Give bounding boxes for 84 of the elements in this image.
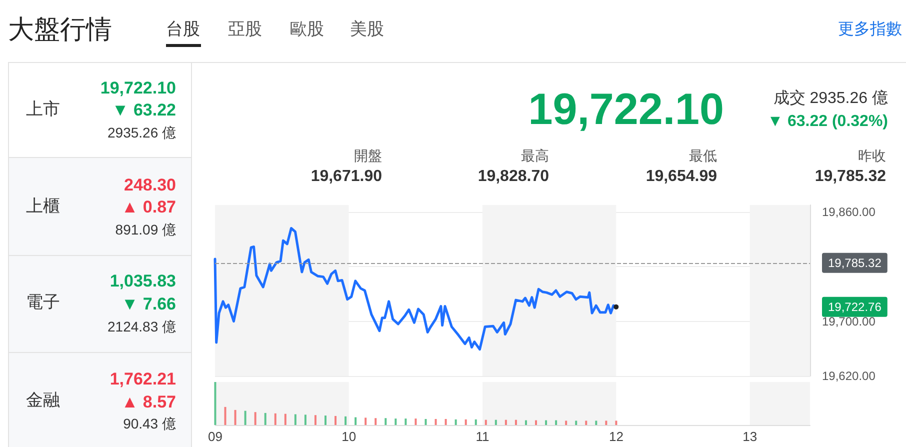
text: 更多指數 [838,21,902,39]
x-tick-label: 13 [742,429,758,444]
bar [334,416,337,425]
text: 歐股 [290,20,324,40]
text: 電子 [26,292,60,312]
bar [605,420,608,425]
text: 亞股 [228,20,262,40]
text: 2124.83 億 [108,318,176,335]
text: 19,722.76 [828,300,882,314]
bar [214,382,216,425]
text: 成交 2935.26 億 [773,90,888,108]
y-tick-label: 19,620.00 [822,369,876,383]
bar [294,414,296,425]
text: 美股 [350,20,384,40]
text: 上市 [26,100,60,120]
text: ▼ 63.22 (0.32%) [767,113,888,131]
y-tick-label: 19,700.00 [822,314,876,328]
text: 最高 [521,147,549,164]
x-tick-label: 09 [208,429,222,444]
text: 19,722.10 [100,78,176,98]
bar [224,406,226,425]
text: 19,671.90 [310,168,382,186]
bar [484,420,487,425]
x-tick-label: 11 [476,429,490,444]
bar [454,419,457,425]
bar [324,416,326,425]
ref-line-label: 19,785.32 [828,256,882,270]
bar [524,420,527,425]
bar [364,418,367,425]
bar [304,414,306,425]
bar [234,410,236,425]
text: 19,828.70 [478,168,549,186]
bar [414,418,417,425]
text: 上櫃 [26,196,60,216]
text: 90.43 億 [123,415,176,432]
text: ▲ 0.87 [121,198,176,218]
text: 19,785.32 [814,168,886,186]
bar [615,420,618,425]
text: ▼ 7.66 [121,294,176,314]
bar [494,420,497,425]
bar [595,420,598,425]
text: 台股 [166,20,200,40]
bar [244,410,246,425]
text: 891.09 億 [115,221,176,238]
text: ▼ 63.22 [112,100,176,120]
bar [434,418,437,425]
y-tick-label: 19,860.00 [822,204,876,219]
bar [314,415,316,425]
bar [545,420,548,425]
bar [424,418,427,425]
bar [384,418,387,425]
bar [374,418,377,425]
bar [464,419,467,425]
bar [504,420,507,425]
text: 大盤行情 [8,13,112,46]
text: 最低 [689,147,717,164]
text: 昨收 [858,147,886,164]
text: 1,762.21 [110,370,176,390]
bar [394,418,397,425]
text: ▲ 8.57 [121,392,176,412]
x-tick-label: 12 [608,429,624,444]
bar [555,420,558,425]
text: 19,722.10 [528,84,724,134]
bar [404,418,407,425]
bar [575,420,578,425]
text: 248.30 [124,176,176,196]
x-tick-label: 10 [342,429,356,444]
text: 金融 [26,390,60,410]
bar [284,414,286,425]
bar [514,420,517,425]
text: 2935.26 億 [108,124,176,141]
bar [444,418,447,425]
bar [264,412,266,425]
bar [354,417,357,425]
text: 開盤 [354,147,382,164]
bar [585,420,588,425]
bar [274,413,276,425]
bar [254,412,256,425]
bar [344,416,347,425]
text: 1,035.83 [110,272,176,292]
text: 19,654.99 [646,168,717,186]
bar [565,420,568,425]
bar [535,420,538,425]
bar [474,419,477,425]
